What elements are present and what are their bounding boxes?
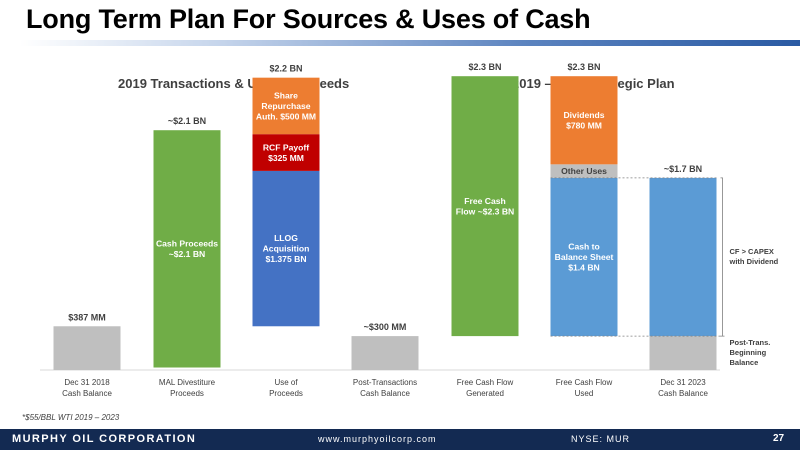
x-tick-free-cash-flow-used: Free Cash Flow Used: [556, 378, 613, 398]
page-number: 27: [773, 433, 785, 444]
annotation-cf-capex: CF > CAPEX with Dividend: [729, 247, 779, 266]
total-label-use-of-proceeds: $2.2 BN: [269, 64, 302, 74]
footer-website[interactable]: www.murphyoilcorp.com: [318, 434, 437, 444]
total-label-mal-divestiture-proceeds: ~$2.1 BN: [168, 116, 206, 126]
cash-waterfall-chart: $387 MM Dec 31 2018 Cash Balance Cash Proce…: [40, 62, 779, 398]
x-tick-dec-31-2018-cash-balance: Dec 31 2018 Cash Balance: [62, 378, 112, 398]
bar-dec-31-2023-cash-balance-cf-capex-with-dividend: [649, 177, 717, 337]
bar-use-of-proceeds-share-repurchase-auth: [252, 77, 320, 135]
bracket-cf-capex: [720, 177, 723, 337]
bar-use-of-proceeds-rcf-payoff: [252, 134, 320, 171]
bar-free-cash-flow-generated-free-cash-flow: [451, 76, 519, 337]
footer-bar: MURPHY OIL CORPORATION www.murphyoilcorp…: [0, 429, 800, 450]
total-label-free-cash-flow-generated: $2.3 BN: [468, 62, 501, 72]
data-label-cash-proceeds: Cash Proceeds ~$2.1 BN: [156, 239, 218, 260]
footer-ticker: NYSE: MUR: [571, 434, 631, 444]
bar-mal-divestiture-proceeds-cash-proceeds: [153, 130, 221, 368]
total-label-free-cash-flow-used: $2.3 BN: [567, 62, 600, 72]
bar-free-cash-flow-used-cash-to-balance-sheet: [550, 177, 618, 337]
data-label-share-repurchase-auth: Share Repurchase Auth. $500 MM: [256, 90, 316, 121]
total-label-dec-31-2023-cash-balance: ~$1.7 BN: [664, 164, 702, 174]
footer-company: MURPHY OIL CORPORATION: [12, 433, 197, 445]
data-label-cash-to-balance-sheet: Cash to Balance Sheet $1.4 BN: [555, 242, 614, 273]
bar-dec-31-2018-cash-balance-cash-balance: [53, 326, 121, 370]
x-tick-post-transactions-cash-balance: Post-Transactions Cash Balance: [353, 378, 417, 398]
annotation-post-trans-balance: Post-Trans. Beginning Balance: [730, 338, 771, 367]
x-tick-dec-31-2023-cash-balance: Dec 31 2023 Cash Balance: [658, 378, 708, 398]
data-label-rcf-payoff: RCF Payoff $325 MM: [263, 142, 309, 163]
title-rule: [20, 40, 800, 46]
bar-use-of-proceeds-llog-acquisition: [252, 170, 320, 327]
data-label-other-uses: Other Uses: [561, 166, 607, 176]
data-label-llog-acquisition: LLOG Acquisition $1.375 BN: [263, 233, 310, 264]
total-label-dec-31-2018-cash-balance: $387 MM: [68, 312, 106, 322]
total-label-post-transactions-cash-balance: ~$300 MM: [364, 322, 407, 332]
bar-free-cash-flow-used-dividends: [550, 76, 618, 165]
data-label-free-cash-flow: Free Cash Flow ~$2.3 BN: [456, 196, 515, 217]
x-tick-free-cash-flow-generated: Free Cash Flow Generated: [457, 378, 514, 398]
slide-title: Long Term Plan For Sources & Uses of Cas…: [26, 4, 591, 34]
bar-free-cash-flow-used-other-uses: [550, 164, 618, 178]
x-tick-mal-divestiture-proceeds: MAL Divestiture Proceeds: [159, 378, 216, 398]
x-tick-use-of-proceeds: Use of Proceeds: [269, 378, 303, 398]
bar-post-transactions-cash-balance-cash-balance: [351, 336, 419, 370]
data-label-dividends: Dividends $780 MM: [563, 110, 604, 131]
bar-dec-31-2023-cash-balance-post-trans-beginning-balance: [649, 336, 717, 370]
footnote: *$55/BBL WTI 2019 – 2023: [22, 413, 120, 422]
